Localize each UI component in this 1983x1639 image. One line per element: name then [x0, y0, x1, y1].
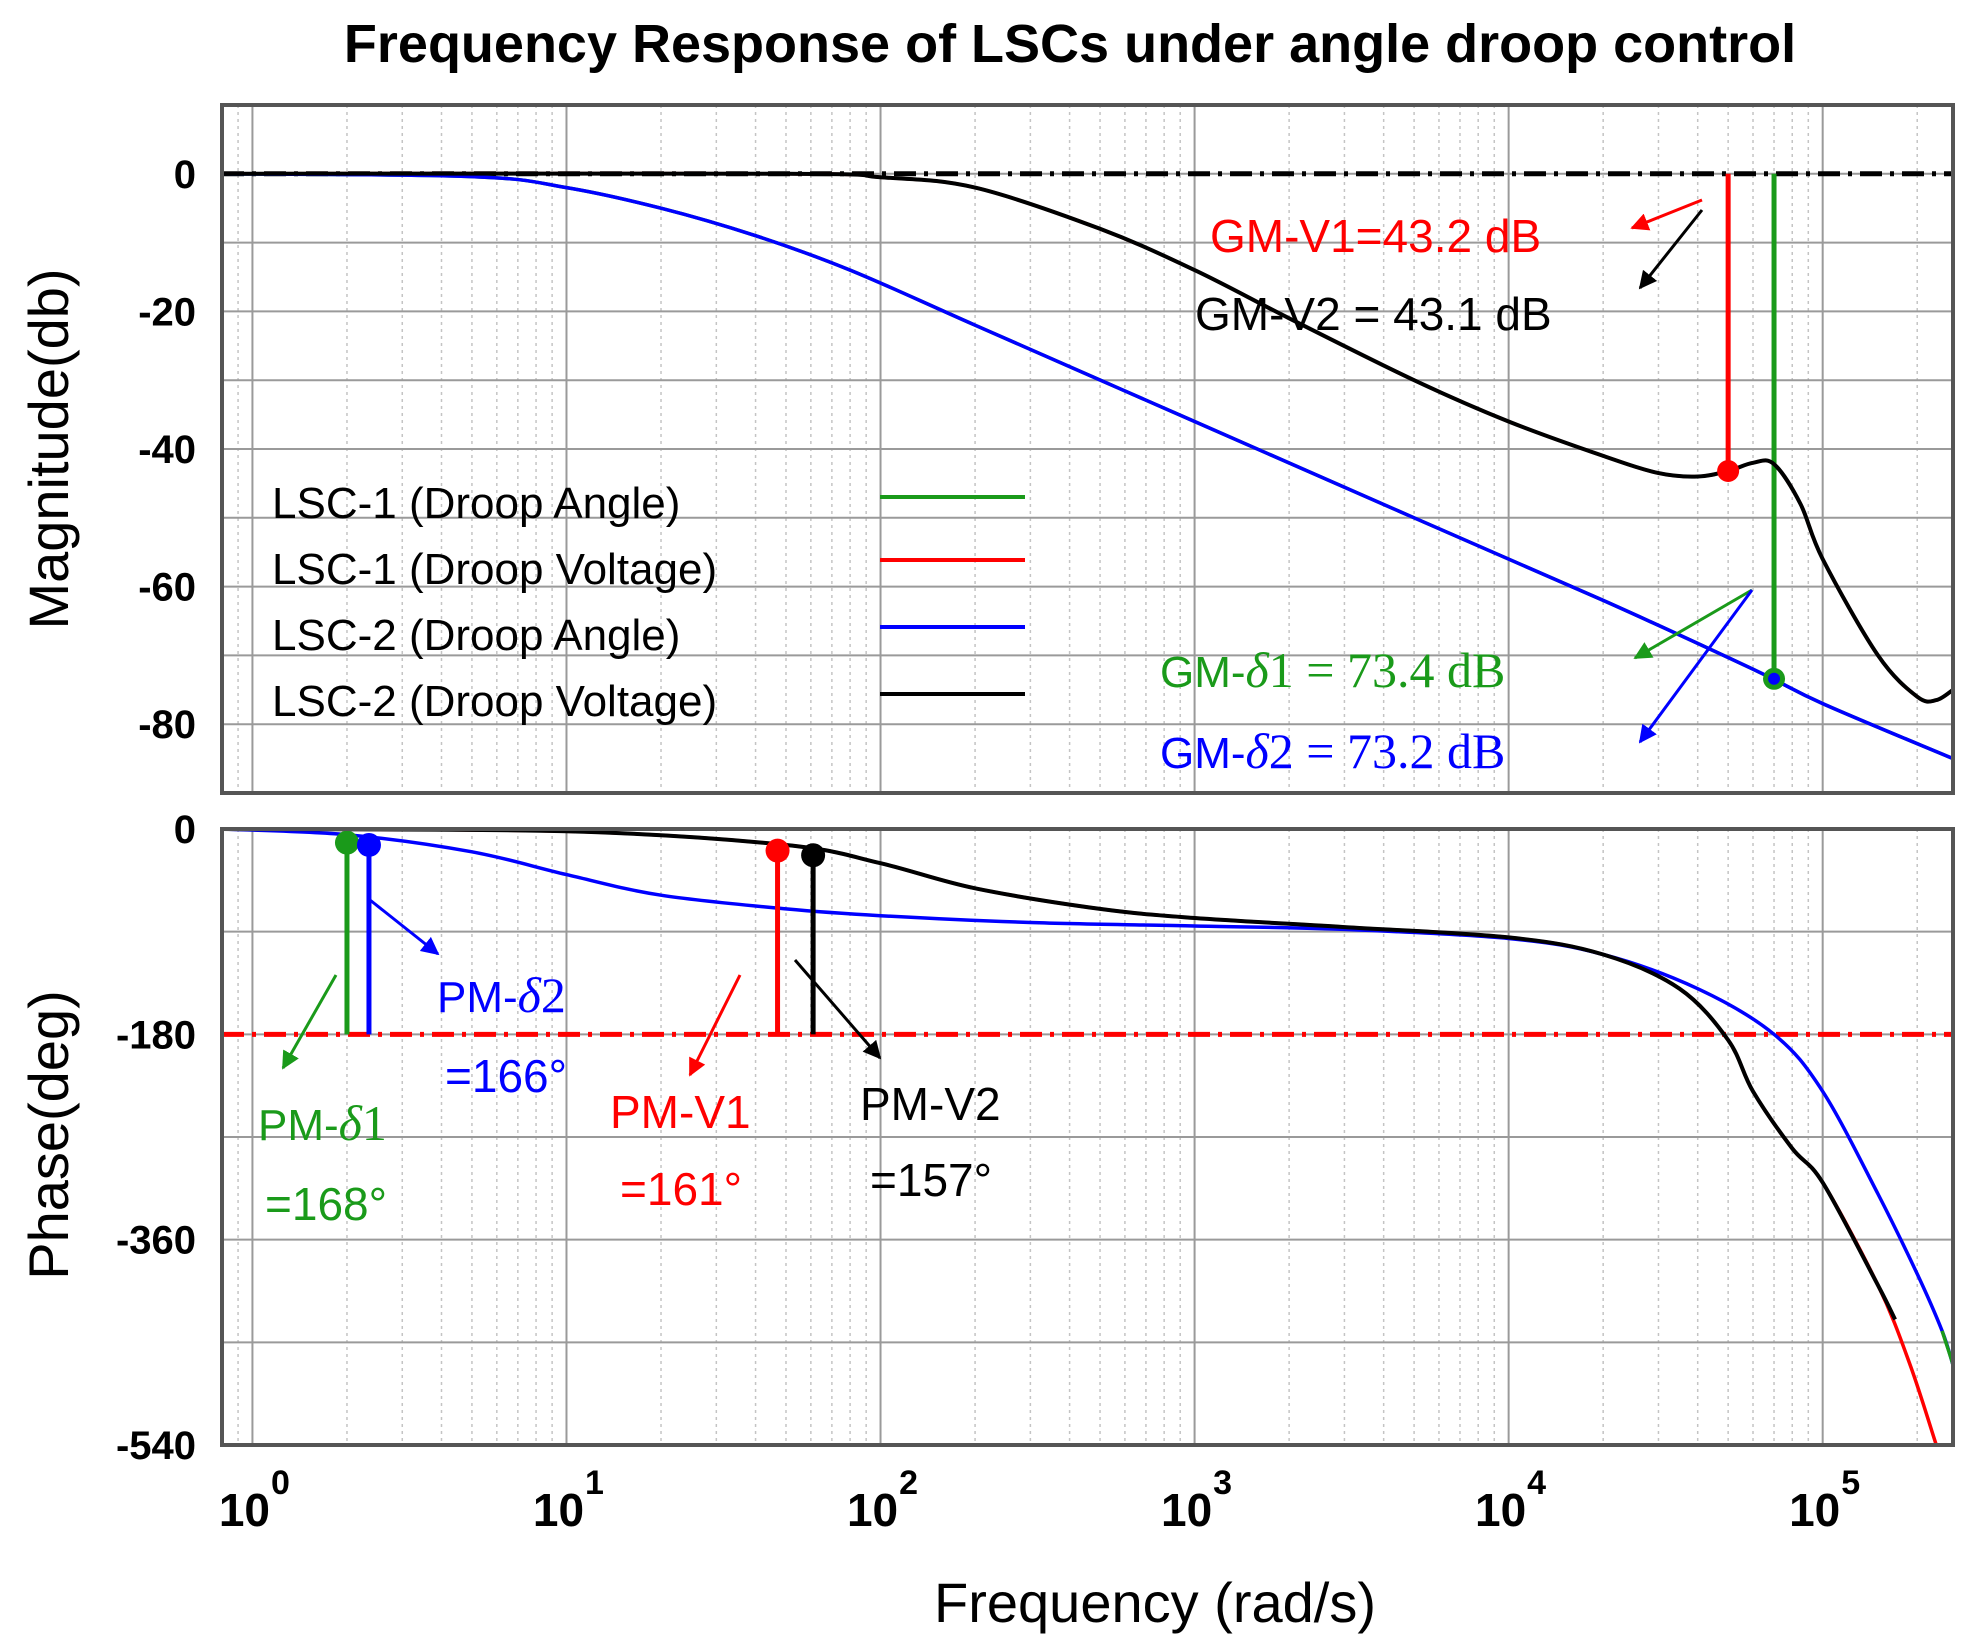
- magnitude-panel: 0 -20 -40 -60 -80 Magnitude(db): [17, 103, 1955, 795]
- gain-margin-point-v: [1717, 460, 1740, 483]
- x-tick-label: 105: [1789, 1464, 1860, 1536]
- phase-axes-frame: [220, 827, 1955, 1447]
- magnitude-line-lsc-2-droop-angle: [222, 172, 1953, 761]
- pm-v2-arrow: [793, 959, 882, 1060]
- legend: LSC-1 (Droop Angle) LSC-1 (Droop Voltage…: [272, 479, 1025, 726]
- magnitude-gain-margin-markers: [1725, 173, 1777, 679]
- phase-line-lsc-1-droop-angle: [1940, 1330, 1953, 1373]
- pm-v2-value: =157°: [870, 1154, 992, 1206]
- magnitude-axes-frame: [220, 103, 1955, 795]
- x-tick-base: 10: [219, 1484, 270, 1536]
- phase-margin-point: [801, 843, 826, 868]
- gain-margin-annotations: GM-V1=43.2 dB GM-V2 = 43.1 dB GM-δ1 = 73…: [1160, 198, 1754, 779]
- x-tick-exponent: 0: [271, 1464, 290, 1502]
- gm-delta2-annotation: GM-δ2 = 73.2 dB: [1160, 723, 1505, 779]
- gm-v2-annotation: GM-V2 = 43.1 dB: [1195, 288, 1552, 340]
- phase-margin-point: [765, 838, 790, 863]
- pm-delta1-arrow: [281, 974, 338, 1070]
- magnitude-line-lsc-2-droop-voltage: [222, 171, 1953, 704]
- x-tick-label: 102: [847, 1464, 918, 1536]
- phase-line-lsc-2-droop-voltage: [222, 829, 1897, 1321]
- phase-line-lsc-2-droop-angle: [222, 829, 1953, 1366]
- legend-label-lsc2-voltage: LSC-2 (Droop Voltage): [272, 677, 717, 726]
- magnitude-y-axis-label: Magnitude(db): [17, 268, 80, 629]
- x-tick-base: 10: [1789, 1484, 1840, 1536]
- gm-delta2-arrow: [1638, 589, 1754, 744]
- x-tick-label: 104: [1475, 1464, 1546, 1536]
- phase-margin-annotations: PM-δ2 =166° PM-δ1 =168° PM-V1 =161° PM-V…: [258, 898, 1001, 1230]
- x-tick-base: 10: [1475, 1484, 1526, 1536]
- phase-panel: 0 -180 -360 -540 Phase(deg): [17, 808, 1955, 1468]
- x-tick-exponent: 5: [1841, 1464, 1860, 1502]
- x-tick-base: 10: [1161, 1484, 1212, 1536]
- phase-y-tick-label: -360: [116, 1219, 196, 1263]
- pm-v1-value: =161°: [620, 1163, 742, 1215]
- magnitude-y-tick-label: -40: [138, 428, 196, 472]
- gm-delta1-arrow: [1633, 588, 1753, 660]
- pm-delta2-label: PM-δ2: [437, 967, 566, 1023]
- pm-delta1-value: =168°: [265, 1178, 387, 1230]
- x-tick-exponent: 3: [1213, 1464, 1232, 1502]
- x-tick-base: 10: [533, 1484, 584, 1536]
- gm-delta1-annotation: GM-δ1 = 73.4 dB: [1160, 642, 1505, 698]
- gain-margin-point-delta2: [1768, 672, 1781, 685]
- phase-margin-point: [356, 832, 381, 857]
- x-tick-label: 103: [1161, 1464, 1232, 1536]
- gm-v1-annotation: GM-V1=43.2 dB: [1210, 210, 1541, 262]
- pm-delta1-label: PM-δ1: [258, 1095, 387, 1151]
- x-tick-exponent: 2: [899, 1464, 918, 1502]
- x-tick-base: 10: [847, 1484, 898, 1536]
- magnitude-series: [222, 171, 1953, 761]
- phase-y-tick-label: -540: [116, 1424, 196, 1468]
- pm-v1-arrow: [688, 974, 742, 1077]
- x-tick-label: 101: [533, 1464, 604, 1536]
- magnitude-y-tick-label: -80: [138, 703, 196, 747]
- pm-v2-label: PM-V2: [860, 1078, 1001, 1130]
- magnitude-y-tick-label: -60: [138, 566, 196, 610]
- legend-label-lsc1-angle: LSC-1 (Droop Angle): [272, 479, 680, 528]
- legend-label-lsc2-angle: LSC-2 (Droop Angle): [272, 611, 680, 660]
- magnitude-y-tick-label: -20: [138, 290, 196, 334]
- phase-y-tick-label: -180: [116, 1013, 196, 1057]
- magnitude-grid: [221, 105, 1953, 793]
- phase-y-ticks: 0 -180 -360 -540: [116, 808, 196, 1468]
- magnitude-y-tick-label: 0: [174, 153, 196, 197]
- x-tick-exponent: 1: [585, 1464, 604, 1502]
- gm-v2-arrow: [1638, 209, 1704, 290]
- legend-label-lsc1-voltage: LSC-1 (Droop Voltage): [272, 545, 717, 594]
- gm-v1-arrow: [1630, 198, 1703, 231]
- phase-y-axis-label: Phase(deg): [17, 990, 80, 1280]
- phase-grid: [221, 828, 1953, 1446]
- magnitude-y-ticks: 0 -20 -40 -60 -80: [138, 153, 196, 747]
- pm-delta2-value: =166°: [445, 1050, 567, 1102]
- phase-margin-markers: [334, 830, 826, 1035]
- magnitude-marker-dots: [1717, 460, 1786, 690]
- pm-v1-label: PM-V1: [610, 1086, 751, 1138]
- pm-delta2-arrow: [369, 898, 440, 956]
- phase-y-tick-label: 0: [174, 808, 196, 852]
- phase-margin-point: [334, 830, 359, 855]
- x-tick-label: 100: [219, 1464, 290, 1536]
- chart-title: Frequency Response of LSCs under angle d…: [344, 14, 1796, 74]
- x-tick-exponent: 4: [1527, 1464, 1546, 1502]
- x-axis-label: Frequency (rad/s): [934, 1571, 1376, 1634]
